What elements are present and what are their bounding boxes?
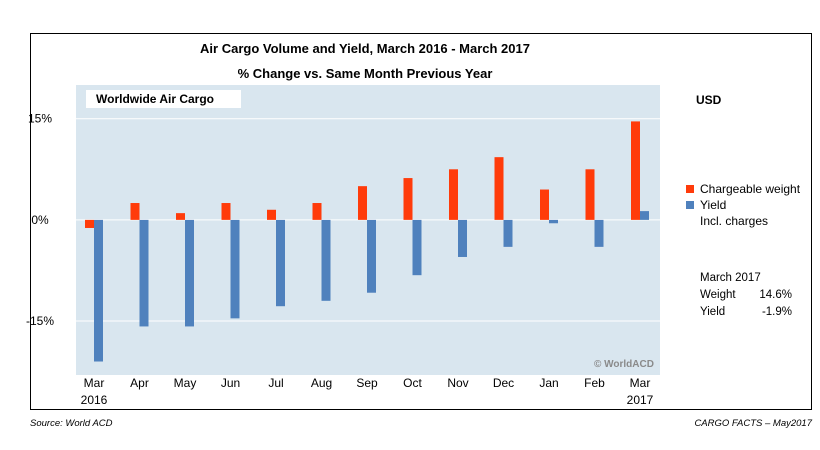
x-tick-label: Apr: [130, 376, 149, 390]
currency-label: USD: [696, 93, 722, 107]
x-year-label: 2016: [81, 393, 108, 407]
bar-chargeable-weight: [221, 203, 231, 220]
bar-yield: [276, 219, 285, 307]
legend-label-weight: Chargeable weight: [700, 182, 801, 196]
legend-swatch-yield: [686, 201, 694, 209]
credit-note: CARGO FACTS – May2017: [694, 418, 812, 429]
y-tick-label: 15%: [28, 112, 52, 126]
x-tick-label: Jan: [539, 376, 558, 390]
bar-chargeable-weight: [631, 121, 640, 220]
x-tick-label: Dec: [493, 376, 514, 390]
summary-label: Weight: [700, 289, 736, 301]
bar-chargeable-weight: [358, 186, 367, 220]
x-tick-label: Aug: [311, 376, 332, 390]
bar-yield: [458, 219, 467, 257]
x-year-label: 2017: [627, 393, 654, 407]
bar-chargeable-weight: [403, 178, 413, 220]
watermark: © WorldACD: [594, 359, 654, 370]
bar-chargeable-weight: [449, 169, 458, 220]
x-tick-label: Mar: [84, 376, 105, 390]
legend-note: Incl. charges: [700, 214, 769, 228]
summary-row-weight: Weight 14.6%: [700, 287, 792, 304]
summary-value: 14.6%: [759, 289, 792, 301]
source-note: Source: World ACD: [30, 418, 113, 429]
legend-swatch-weight: [686, 185, 694, 193]
summary-box: March 2017 Weight 14.6% Yield -1.9%: [700, 270, 792, 321]
summary-value: -1.9%: [761, 306, 792, 318]
x-tick-label: Mar: [630, 376, 651, 390]
y-tick-label: -15%: [26, 314, 54, 328]
x-tick-label: Nov: [447, 376, 468, 390]
bar-yield: [503, 219, 513, 247]
legend-item-yield: Yield: [686, 197, 800, 213]
x-tick-label: Sep: [356, 376, 378, 390]
chart-subtitle: % Change vs. Same Month Previous Year: [237, 66, 493, 81]
x-tick-label: Feb: [584, 376, 605, 390]
bar-chargeable-weight: [494, 157, 504, 220]
bar-chargeable-weight: [176, 213, 185, 220]
x-tick-label: May: [174, 376, 197, 390]
bar-chargeable-weight: [585, 169, 595, 220]
bar-yield: [230, 219, 240, 319]
bar-chargeable-weight: [312, 203, 322, 220]
legend: Chargeable weight Yield Incl. charges: [686, 181, 800, 229]
bar-chargeable-weight: [267, 209, 276, 220]
y-tick-label: 0%: [31, 213, 49, 227]
bar-yield: [412, 219, 422, 276]
bar-chargeable-weight: [130, 203, 140, 220]
bar-yield: [549, 219, 558, 224]
bar-yield: [94, 219, 103, 362]
x-tick-label: Jul: [268, 376, 283, 390]
bar-yield: [185, 219, 194, 327]
legend-label-yield: Yield: [700, 198, 727, 212]
region-badge: Worldwide Air Cargo: [86, 90, 241, 108]
bar-chargeable-weight: [540, 189, 549, 220]
bar-yield: [594, 219, 604, 247]
legend-item-chargeable-weight: Chargeable weight: [686, 181, 800, 197]
bar-yield: [640, 211, 649, 220]
bar-yield: [321, 219, 331, 301]
summary-row-yield: Yield -1.9%: [700, 304, 792, 321]
chart-frame: [30, 33, 812, 410]
chart-title: Air Cargo Volume and Yield, March 2016 -…: [200, 41, 530, 56]
bar-yield: [139, 219, 149, 327]
summary-heading: March 2017: [700, 272, 761, 284]
summary-label: Yield: [700, 306, 726, 318]
x-tick-label: Jun: [221, 376, 240, 390]
bar-chargeable-weight: [85, 219, 94, 228]
bar-yield: [367, 219, 376, 293]
x-tick-label: Oct: [403, 376, 422, 390]
